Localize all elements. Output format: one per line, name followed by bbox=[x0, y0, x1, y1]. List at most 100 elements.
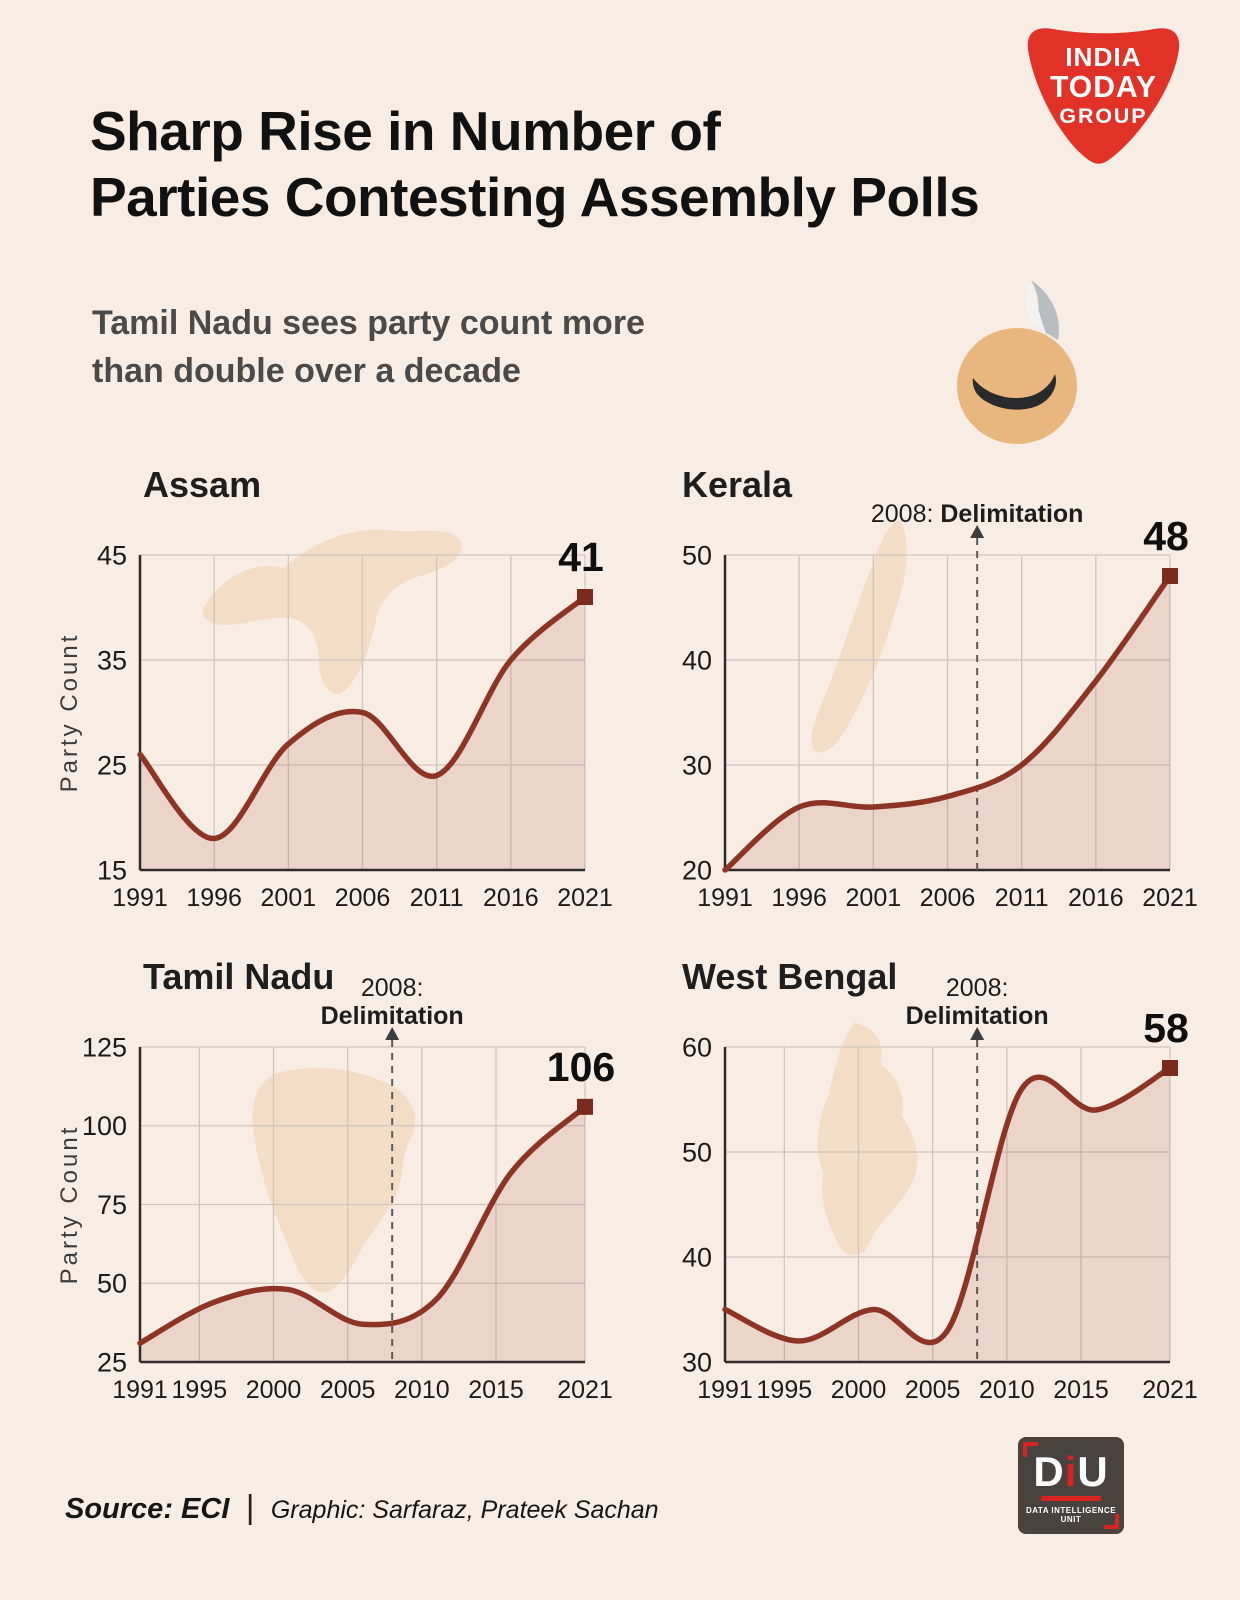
y-tick-label: 15 bbox=[97, 855, 127, 885]
x-tick-label: 1995 bbox=[757, 1376, 813, 1404]
diu-letter-d: D bbox=[1033, 1448, 1065, 1495]
delimitation-annotation-year: 2008: bbox=[946, 974, 1009, 1002]
annotation-arrow-icon bbox=[385, 1027, 400, 1040]
diu-underline bbox=[1041, 1495, 1101, 1501]
y-tick-label: 25 bbox=[97, 1347, 127, 1377]
x-tick-label: 2005 bbox=[320, 1376, 376, 1404]
west-bengal-map-silhouette bbox=[817, 1022, 918, 1256]
y-tick-label: 50 bbox=[97, 1269, 127, 1299]
y-tick-label: 50 bbox=[682, 540, 712, 570]
end-point-marker bbox=[1162, 1060, 1178, 1076]
y-tick-label: 100 bbox=[82, 1111, 127, 1141]
y-tick-label: 75 bbox=[97, 1190, 127, 1220]
x-tick-label: 2021 bbox=[557, 1376, 613, 1404]
credit-text: Graphic: Sarfaraz, Prateek Sachan bbox=[270, 1496, 659, 1524]
x-tick-label: 2021 bbox=[1142, 1376, 1198, 1404]
mascot-mustache bbox=[972, 374, 1057, 410]
mascot-hair-highlight bbox=[1026, 280, 1046, 333]
delimitation-annotation: 2008: Delimitation bbox=[871, 500, 1084, 528]
y-tick-label: 40 bbox=[682, 645, 712, 675]
page-title: Sharp Rise in Number of Parties Contesti… bbox=[90, 98, 980, 230]
area-fill bbox=[725, 1068, 1170, 1362]
x-tick-label: 2011 bbox=[410, 884, 464, 912]
trend-line bbox=[137, 594, 588, 842]
chart-title-assam: Assam bbox=[143, 464, 262, 505]
x-tick-label: 2006 bbox=[335, 884, 391, 912]
chart-plot-west-bengal: 30 40 50 60 1991 1995 2000 2005 2010 2015 2021 2008… bbox=[682, 974, 1198, 1404]
chart-west-bengal: West Bengal 30 40 50 60 1991 1995 2000 2005 2010… bbox=[640, 944, 1198, 1414]
x-tick-label: 2001 bbox=[261, 884, 317, 912]
chart-assam: Assam 15 25 35 45 1991 1996 2001 2006 2011 2016 20… bbox=[55, 452, 640, 922]
x-tick-label: 2000 bbox=[831, 1376, 887, 1404]
x-tick-label: 2016 bbox=[483, 884, 539, 912]
chart-title-tamil-nadu: Tamil Nadu bbox=[143, 956, 335, 997]
y-axis-title: Party Count bbox=[56, 1125, 83, 1285]
y-axis-title: Party Count bbox=[56, 633, 83, 793]
delimitation-annotation-year: 2008: bbox=[361, 974, 424, 1002]
kerala-map-silhouette bbox=[811, 520, 907, 753]
x-tick-label: 2015 bbox=[468, 1376, 524, 1404]
x-tick-label: 2021 bbox=[557, 884, 613, 912]
charts-grid: Assam 15 25 35 45 1991 1996 2001 2006 2011 2016 20… bbox=[55, 452, 1198, 1414]
diu-caption: DATA INTELLIGENCE UNIT bbox=[1025, 1505, 1117, 1524]
diu-letter-i: i bbox=[1064, 1448, 1078, 1495]
x-tick-label: 1991 bbox=[112, 1376, 168, 1404]
delimitation-annotation-label: Delimitation bbox=[906, 1002, 1049, 1030]
logo-text-group: GROUP bbox=[1059, 104, 1147, 128]
india-today-group-logo: INDIA TODAY GROUP bbox=[1027, 28, 1180, 164]
y-tick-label: 125 bbox=[82, 1032, 127, 1062]
logo-text-today: TODAY bbox=[1050, 71, 1157, 104]
chart-plot-tamil-nadu: 25 50 75 100 125 1991 1995 2000 2005 2010 2015 2021… bbox=[56, 974, 615, 1404]
end-point-marker bbox=[577, 589, 593, 605]
diu-bracket-top-left bbox=[1023, 1442, 1038, 1457]
y-tick-label: 25 bbox=[97, 750, 127, 780]
page-title-line2: Parties Contesting Assembly Polls bbox=[90, 166, 980, 228]
x-tick-label: 2001 bbox=[846, 884, 902, 912]
page-subtitle: Tamil Nadu sees party count more than do… bbox=[92, 300, 645, 395]
diu-bracket-bottom-right bbox=[1104, 1514, 1119, 1529]
end-point-marker bbox=[1162, 568, 1178, 584]
page-title-line1: Sharp Rise in Number of bbox=[90, 100, 721, 162]
delimitation-annotation-label: Delimitation bbox=[321, 1002, 464, 1030]
x-tick-label: 2016 bbox=[1068, 884, 1124, 912]
mascot-face bbox=[957, 328, 1077, 444]
end-point-marker bbox=[577, 1098, 593, 1115]
assam-map-silhouette bbox=[202, 529, 462, 695]
y-tick-label: 45 bbox=[97, 540, 127, 570]
diu-letter-u: U bbox=[1077, 1448, 1109, 1495]
x-tick-label: 2011 bbox=[995, 884, 1049, 912]
x-tick-label: 2010 bbox=[394, 1376, 450, 1404]
y-tick-label: 30 bbox=[682, 1347, 712, 1377]
annotation-arrow-icon bbox=[970, 1027, 985, 1040]
source-credit-line: Source: ECI | Graphic: Sarfaraz, Prateek… bbox=[65, 1488, 659, 1526]
end-value-label: 106 bbox=[547, 1044, 615, 1090]
chart-tamil-nadu: Tamil Nadu 25 50 75 100 125 1991 1995 2000 2005 2… bbox=[55, 944, 640, 1414]
x-tick-label: 2000 bbox=[246, 1376, 302, 1404]
source-text: Source: ECI bbox=[65, 1493, 230, 1525]
x-tick-label: 2006 bbox=[920, 884, 976, 912]
footer-divider: | bbox=[245, 1488, 255, 1525]
trend-line bbox=[722, 573, 1173, 873]
page-subtitle-line2: than double over a decade bbox=[92, 351, 521, 390]
x-tick-label: 2010 bbox=[979, 1376, 1035, 1404]
logo-text-india: INDIA bbox=[1065, 42, 1141, 72]
x-tick-label: 2021 bbox=[1142, 884, 1198, 912]
diu-logo-text: DiU bbox=[1018, 1451, 1124, 1493]
x-tick-label: 1991 bbox=[112, 884, 168, 912]
x-tick-label: 2005 bbox=[905, 1376, 961, 1404]
area-fill bbox=[140, 1106, 585, 1362]
y-tick-label: 35 bbox=[97, 645, 127, 675]
chart-plot-kerala: 20 30 40 50 1991 1996 2001 2006 2011 2016 2021 2008… bbox=[682, 500, 1198, 912]
x-tick-label: 1991 bbox=[697, 1376, 753, 1404]
chart-title-west-bengal: West Bengal bbox=[682, 956, 898, 997]
chart-plot-assam: 15 25 35 45 1991 1996 2001 2006 2011 2016 2021 41 Pa… bbox=[56, 529, 613, 912]
diu-logo: DiU DATA INTELLIGENCE UNIT bbox=[1018, 1437, 1124, 1534]
mascot-face-icon bbox=[957, 280, 1077, 444]
end-value-label: 48 bbox=[1143, 513, 1189, 559]
area-fill bbox=[725, 576, 1170, 870]
chart-title-kerala: Kerala bbox=[682, 464, 793, 505]
x-tick-label: 1996 bbox=[771, 884, 827, 912]
y-tick-label: 20 bbox=[682, 855, 712, 885]
trend-line bbox=[722, 1065, 1173, 1346]
x-tick-label: 1995 bbox=[172, 1376, 228, 1404]
